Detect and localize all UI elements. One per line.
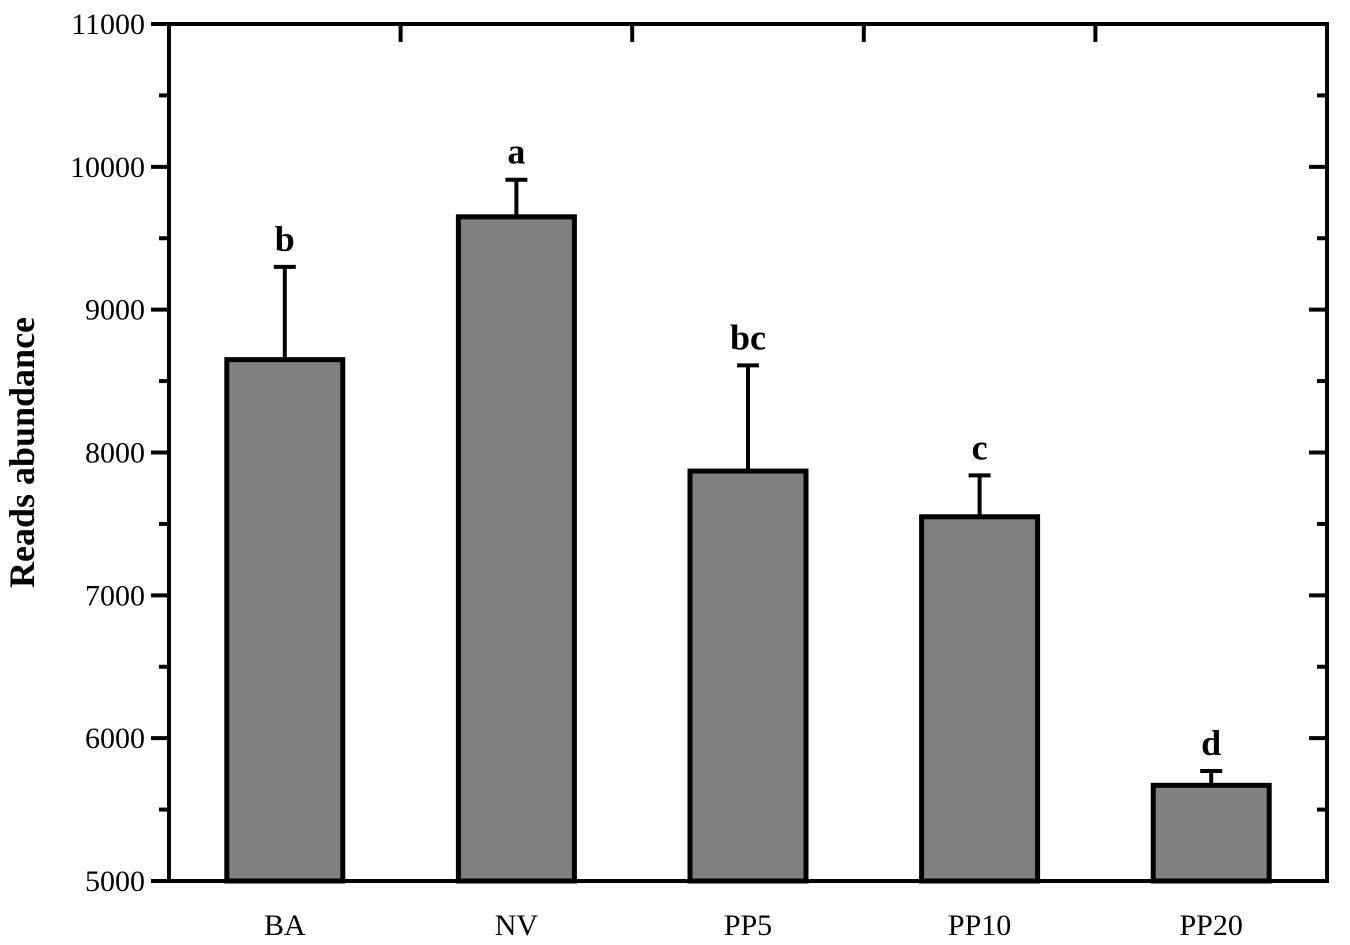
bars-layer: b a bc c d [224, 132, 1272, 884]
significance-label-nv: a [507, 132, 525, 172]
y-tick-label: 9000 [85, 294, 145, 327]
x-tick-label-pp5: PP5 [724, 909, 772, 942]
x-tick-label-ba: BA [264, 909, 306, 942]
x-tick-label-pp20: PP20 [1180, 909, 1243, 942]
significance-label-pp5: bc [730, 317, 766, 357]
plot-frame [167, 22, 1329, 883]
ticks-layer: BA NV PP5 PP10 PP20 5000 6000 7000 8000 9000 10000… [70, 8, 1327, 942]
y-tick-label: 7000 [85, 579, 145, 612]
significance-label-pp20: d [1201, 723, 1221, 763]
y-tick-label: 5000 [85, 865, 145, 898]
y-tick-label: 6000 [85, 722, 145, 755]
x-tick-label-nv: NV [495, 909, 539, 942]
bar-ba [224, 357, 346, 884]
bar-nv [455, 214, 577, 884]
bar-pp10 [919, 514, 1041, 884]
significance-label-ba: b [275, 219, 295, 259]
x-tick-label-pp10: PP10 [948, 909, 1011, 942]
y-axis-title: Reads abundance [2, 317, 42, 588]
bar-pp20 [1150, 782, 1272, 884]
y-tick-label: 10000 [70, 151, 145, 184]
y-tick-label: 11000 [71, 8, 145, 41]
significance-label-pp10: c [972, 427, 988, 467]
bar-pp5 [687, 468, 809, 884]
y-tick-label: 8000 [85, 437, 145, 470]
